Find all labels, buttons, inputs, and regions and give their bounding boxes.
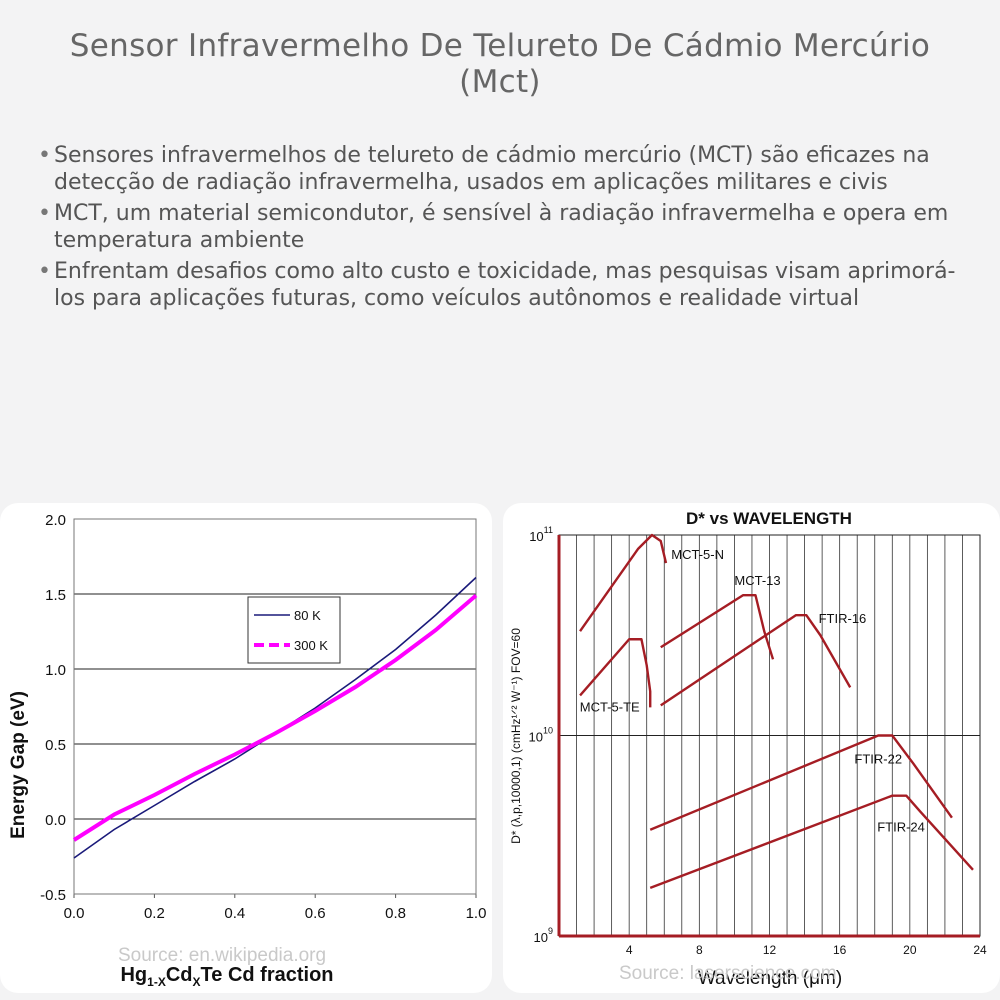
chart-title: D* vs WAVELENGTH: [686, 509, 852, 528]
bullet-list: Sensores infravermelhos de telureto de c…: [34, 142, 974, 316]
series-label: MCT-13: [734, 573, 780, 588]
series-line-mct-13: [660, 593, 775, 660]
y-tick-label: 0.5: [45, 737, 66, 754]
y-tick-exponent: 10: [543, 726, 553, 736]
detectivity-chart-panel: D* vs WAVELENGTH D* (λ,p,10000,1) (cmHz¹…: [503, 503, 1000, 993]
energy-gap-chart: Energy Gap (eV) Hg1-XCdXTe Cd fraction -…: [8, 512, 487, 989]
legend-label: 300 K: [294, 638, 328, 653]
series-line-300k: [72, 593, 478, 842]
x-tick-label: 0.0: [64, 905, 85, 922]
series-label: FTIR-24: [877, 820, 925, 835]
x-axis-label-part: Hg: [120, 964, 147, 986]
y-tick-label: 1011: [529, 525, 553, 544]
series-label: MCT-5-N: [671, 547, 724, 562]
y-axis-label: Energy Gap (eV): [8, 691, 29, 839]
legend-label: 80 K: [294, 608, 321, 623]
x-axis-label-part: Te Cd fraction: [201, 964, 334, 986]
plot-area-border: [73, 518, 477, 895]
x-tick-label: 12: [763, 943, 777, 957]
bullet-item: MCT, um material semicondutor, é sensíve…: [34, 200, 974, 254]
y-tick-base: 10: [534, 930, 548, 945]
series-line-ftir-16: [660, 613, 852, 707]
y-axis-label: D* (λ,p,10000,1) (cmHz¹ᐟ² W⁻¹) FOV=60: [509, 628, 523, 844]
y-tick-base: 10: [529, 730, 543, 745]
x-tick-label: 1.0: [466, 905, 487, 922]
y-tick-exponent: 11: [544, 525, 553, 535]
x-axis-label-sub: X: [193, 975, 201, 989]
series-label: FTIR-22: [854, 752, 902, 767]
x-tick-label: 0.4: [224, 905, 245, 922]
detectivity-chart: D* vs WAVELENGTH D* (λ,p,10000,1) (cmHz¹…: [509, 509, 987, 989]
series-line-ftir-22: [649, 734, 953, 831]
y-tick-label: 2.0: [45, 512, 66, 529]
legend-box: [247, 596, 341, 664]
bullet-item: Enfrentam desafios como alto custo e tox…: [34, 258, 974, 312]
y-tick-label: 1.0: [45, 662, 66, 679]
x-tick-label: 24: [973, 943, 987, 957]
x-tick-label: 0.8: [385, 905, 406, 922]
x-tick-label: 8: [696, 943, 703, 957]
y-tick-label: 0.0: [45, 812, 66, 829]
x-axis-label: Hg1-XCdXTe Cd fraction: [120, 964, 333, 989]
source-credit: Source: en.wikipedia.org: [118, 945, 327, 966]
energy-gap-chart-panel: Energy Gap (eV) Hg1-XCdXTe Cd fraction -…: [0, 503, 492, 993]
x-axis-label: Wavelength (μm): [698, 968, 842, 989]
series-line-ftir-24: [649, 794, 974, 890]
x-axis-label-part: Cd: [166, 964, 193, 986]
series-line-mct-5-te: [579, 638, 652, 708]
x-tick-label: 0.2: [144, 905, 165, 922]
y-tick-label: -0.5: [40, 887, 66, 904]
series-label: FTIR-16: [819, 611, 867, 626]
y-tick-exponent: 9: [548, 926, 553, 936]
x-tick-label: 20: [903, 943, 917, 957]
series-label: MCT-5-TE: [580, 699, 640, 714]
y-tick-base: 10: [529, 529, 543, 544]
y-tick-label: 109: [534, 926, 553, 945]
x-tick-label: 0.6: [305, 905, 326, 922]
x-tick-label: 4: [626, 943, 633, 957]
y-tick-label: 1.5: [45, 587, 66, 604]
y-tick-label: 1010: [529, 726, 553, 745]
bullet-item: Sensores infravermelhos de telureto de c…: [34, 142, 974, 196]
source-credit: Source: laserscience.com: [619, 963, 837, 984]
x-axis-label-sub: 1-X: [147, 975, 166, 989]
series-line-mct-5-n: [579, 533, 668, 632]
page-title: Sensor Infravermelho De Telureto De Cádm…: [69, 28, 931, 100]
x-tick-label: 16: [833, 943, 847, 957]
